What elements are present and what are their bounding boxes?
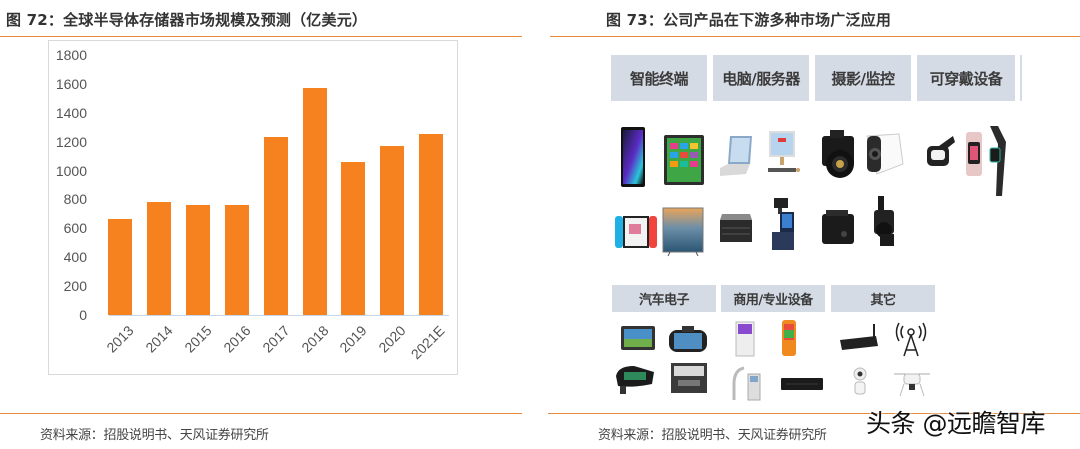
- security-camera-icon: [866, 133, 904, 175]
- source-note-right: 资料来源：招股说明书、天风证券研究所: [598, 428, 827, 443]
- y-tick-label: 1200: [55, 133, 87, 150]
- source-note-left: 资料来源：招股说明书、天风证券研究所: [40, 428, 269, 443]
- bar-chart: 0 200 400 600 800 1000 1200 1400 1600 1800 2013 20…: [48, 40, 458, 375]
- drone-icon: [894, 373, 930, 397]
- y-tick-label: 0: [79, 307, 87, 323]
- y-tick-label: 600: [63, 220, 87, 237]
- footer-rule-left: [0, 413, 522, 414]
- laptop-icon: [720, 136, 752, 176]
- bar-2018: [302, 87, 327, 315]
- category-other: 其它: [831, 285, 935, 312]
- x-tick-label: 2020: [375, 322, 409, 356]
- smartphone-icon: [621, 127, 645, 187]
- figure-72-title: 图 72：全球半导体存储器市场规模及预测（亿美元）: [6, 11, 368, 29]
- x-tick-label: 2015: [181, 322, 215, 356]
- dashcam-box-icon: [822, 210, 854, 244]
- y-tick-label: 1000: [55, 162, 87, 179]
- bar-2019: [341, 161, 366, 315]
- bar-2016: [224, 204, 249, 315]
- network-recorder-icon: [781, 378, 823, 390]
- dslr-camera-icon: [822, 130, 854, 178]
- kiosk-printer-icon: [735, 321, 755, 357]
- router-icon: [840, 324, 878, 350]
- car-navigator-icon: [621, 326, 655, 350]
- y-tick-label: 400: [63, 249, 87, 266]
- signal-tower-icon: [895, 322, 927, 357]
- figure-73-title: 图 73：公司产品在下游多种市场广泛应用: [606, 11, 892, 29]
- medical-device-icon: [732, 366, 761, 401]
- bar-2013: [108, 218, 132, 315]
- y-tick-label: 1400: [55, 104, 87, 121]
- desktop-pc-icon: [768, 131, 800, 172]
- category-commercial: 商用/专业设备: [721, 285, 825, 312]
- car-dashboard-icon: [671, 363, 707, 393]
- game-console-icon: [615, 216, 657, 248]
- robot-icon: [853, 367, 867, 395]
- bar-2015: [185, 204, 210, 315]
- watermark: 头条 @远瞻智库: [866, 409, 1045, 438]
- category-camera-surveillance: 摄影/监控: [815, 55, 911, 101]
- vr-headset-icon: [927, 136, 955, 166]
- y-tick-label: 200: [63, 278, 87, 295]
- x-tick-label: 2021E: [407, 322, 448, 363]
- handheld-pos-icon: [782, 320, 796, 356]
- x-axis-line: [109, 315, 449, 316]
- x-tick-label: 2014: [142, 322, 176, 356]
- x-tick-label: 2017: [258, 322, 293, 356]
- bar-2021E: [419, 133, 444, 315]
- category-automotive: 汽车电子: [612, 285, 716, 312]
- bar-2020: [380, 146, 405, 315]
- y-tick-label: 1800: [55, 47, 87, 63]
- pos-terminal-icon: [772, 198, 794, 250]
- smartwatch-icon: [966, 126, 1006, 196]
- driving-recorder-icon: [669, 326, 707, 352]
- footer-rule-right: [548, 413, 1080, 414]
- y-tick-label: 800: [63, 191, 87, 208]
- x-tick-label: 2018: [297, 322, 332, 356]
- category-smart-terminal: 智能终端: [611, 55, 707, 101]
- camcorder-icon: [874, 196, 894, 246]
- bar-2017: [263, 136, 288, 315]
- server-icon: [720, 214, 752, 242]
- tablet-icon: [664, 135, 704, 185]
- x-tick-label: 2019: [336, 322, 370, 356]
- category-divider: [1020, 55, 1022, 101]
- smart-tv-icon: [662, 207, 704, 257]
- x-tick-label: 2013: [103, 322, 137, 356]
- x-tick-label: 2016: [219, 322, 254, 356]
- category-wearable: 可穿戴设备: [917, 55, 1015, 101]
- rearview-mirror-icon: [616, 366, 654, 394]
- title-rule-right: [550, 36, 1080, 37]
- y-tick-label: 1600: [55, 75, 87, 92]
- title-rule-left: [0, 36, 522, 37]
- bar-2014: [146, 201, 171, 315]
- category-pc-server: 电脑/服务器: [713, 55, 809, 101]
